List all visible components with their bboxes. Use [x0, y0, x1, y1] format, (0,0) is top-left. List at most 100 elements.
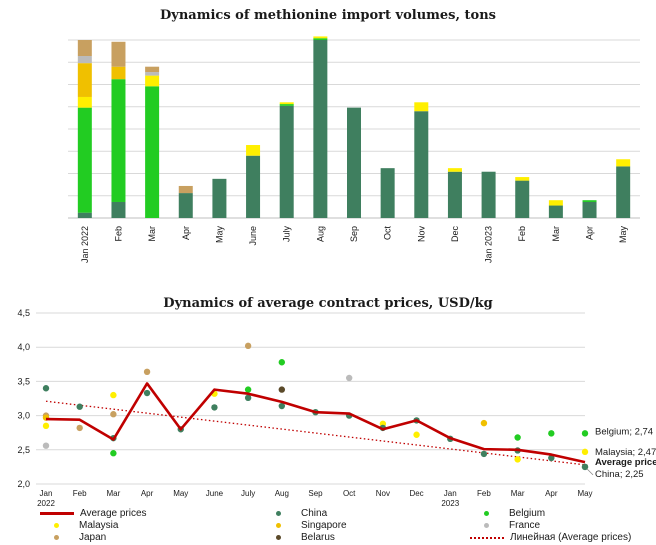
x-tick-label: Nov [416, 226, 426, 243]
bar-segment-belgium [77, 107, 92, 213]
bar-segment-belgium [279, 104, 294, 106]
point-malaysia [110, 391, 117, 399]
average-price-line [45, 382, 586, 464]
x-tick-label: Jan 2023 [484, 226, 494, 263]
bar-segment-china [481, 171, 496, 218]
y-tick-label: 2,5 [17, 445, 30, 455]
point-japan [244, 342, 252, 350]
bar-segment-japan [111, 41, 126, 67]
annotation-china: China; 2,25 [595, 469, 644, 480]
x-tick-label: May [577, 489, 592, 498]
point-china [42, 385, 50, 392]
bar-segment-china [515, 180, 530, 218]
bar-segment-japan [178, 185, 193, 194]
x-tick-label: Jan 2022 [80, 226, 90, 263]
bar-segment-china [279, 105, 294, 218]
legend-item: Malaysia [40, 520, 118, 531]
point-china [548, 454, 555, 462]
bar-segment-china [212, 178, 227, 218]
x-tick-label: Oct [343, 489, 356, 498]
bar-segment-malaysia [313, 36, 328, 39]
x-tick-label: Feb [113, 226, 123, 242]
price-chart-title: Dynamics of average contract prices, USD… [163, 296, 493, 311]
point-malaysia [514, 456, 521, 463]
legend-item: Singapore [262, 520, 347, 531]
x-tick-label: Sep [349, 226, 359, 242]
legend-label: China [301, 508, 328, 519]
x-tick-label: Mar [551, 226, 561, 242]
x-tick-label: Apr [141, 489, 154, 498]
point-belgium [548, 430, 555, 437]
point-japan [143, 368, 151, 376]
point-china [244, 394, 252, 402]
point-belgium [514, 434, 521, 441]
x-tick-label: Jan [444, 489, 457, 498]
bar-segment-malaysia [616, 159, 631, 167]
bar-segment-china [582, 201, 597, 218]
point-china [278, 402, 286, 410]
bar-segment-france [77, 56, 92, 64]
bar-segment-japan [77, 40, 92, 57]
bar-segment-belgium [111, 79, 126, 202]
bar-segment-japan [145, 66, 160, 73]
legend-label: France [509, 520, 541, 531]
legend-item: France [470, 520, 540, 531]
x-tick-label-year: 2023 [441, 499, 459, 508]
x-tick-label: Feb [73, 489, 87, 498]
x-tick-label-year: 2022 [37, 499, 55, 508]
x-tick-label: Aug [275, 489, 289, 498]
x-tick-label: May [214, 226, 224, 244]
legend-label: Singapore [301, 520, 347, 531]
annotation-malaysia: Malaysia; 2,47 [595, 447, 656, 458]
bar-segment-belgium [582, 200, 597, 202]
legend-item: Average prices [40, 508, 147, 519]
legend-dot-marker [276, 511, 281, 516]
legend-label: Average prices [80, 508, 147, 519]
bar-segment-malaysia [145, 75, 160, 87]
bar-segment-china [77, 212, 92, 218]
point-france [345, 374, 353, 382]
legend-dot-marker [484, 511, 489, 516]
bar-segment-belgium [313, 38, 328, 40]
legend-dot-marker [484, 523, 489, 528]
point-belgium [278, 359, 286, 366]
point-belgium [244, 386, 252, 393]
x-tick-label: July [241, 489, 255, 498]
bar-segment-france [145, 72, 160, 76]
x-tick-label: Dec [450, 226, 460, 243]
x-tick-label: Nov [376, 489, 390, 498]
legend-item: Japan [40, 532, 106, 543]
point-malaysia [42, 422, 50, 430]
y-tick-label: 4,0 [17, 342, 30, 352]
point-france [42, 442, 50, 449]
annotation-average: Average price; 2,32 [595, 457, 656, 468]
point-belgium [110, 450, 117, 457]
bar-segment-malaysia [279, 102, 294, 105]
bar-segment-china [313, 40, 328, 218]
point-belgium [581, 430, 589, 437]
bar-segment-china [616, 166, 631, 218]
bar-segment-malaysia [77, 96, 92, 108]
x-tick-label: May [618, 226, 628, 244]
legend-dotted-marker [470, 536, 504, 539]
bar-segment-china [347, 107, 361, 218]
x-tick-label: Mar [147, 226, 157, 242]
x-tick-label: Dec [409, 489, 423, 498]
bar-segment-belgium [145, 86, 160, 218]
legend-item: Belarus [262, 532, 335, 543]
bar-segment-malaysia [515, 177, 530, 181]
bar-segment-malaysia [548, 200, 563, 206]
legend-label: Линейная (Average prices) [510, 532, 632, 543]
x-tick-label: Jan [40, 489, 53, 498]
bar-segment-china [414, 111, 429, 218]
legend-item: China [262, 508, 327, 519]
bar-segment-china [548, 205, 563, 218]
legend-dot-marker [54, 535, 59, 540]
x-tick-label: Feb [517, 226, 527, 242]
bar-segment-singapore [111, 66, 126, 80]
trendline [45, 400, 586, 466]
point-singapore [480, 419, 488, 427]
x-tick-label: Mar [511, 489, 525, 498]
point-china [76, 403, 83, 410]
